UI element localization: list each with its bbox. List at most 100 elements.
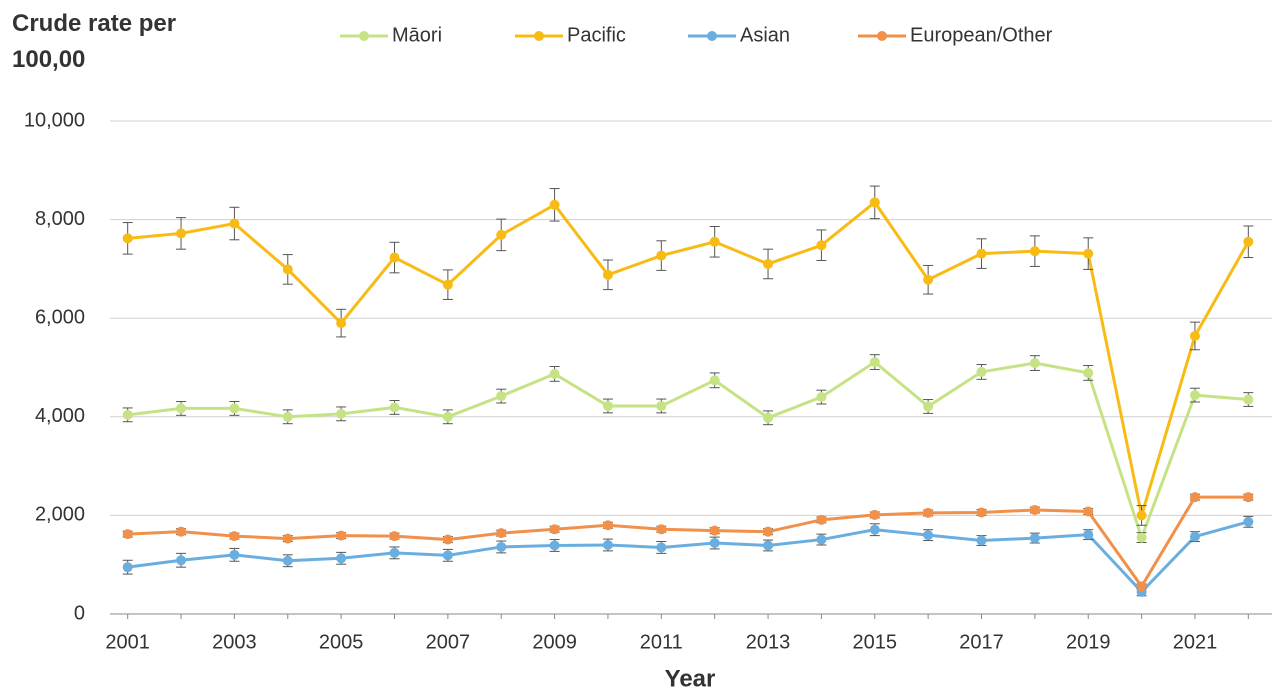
legend-label: Asian [740,24,790,46]
point [923,530,934,541]
point [869,357,880,368]
point [229,218,240,229]
point [763,258,774,269]
point [1243,394,1254,405]
point [496,229,507,240]
y-tick-label: 10,000 [24,109,85,131]
point [442,411,453,422]
legend-label: Māori [392,24,442,46]
series-line [127,360,1249,543]
point [816,534,827,545]
legend-label: Pacific [567,24,626,46]
point [176,555,187,566]
point [656,400,667,411]
point [709,375,720,386]
point [282,264,293,275]
point [1083,248,1094,259]
x-tick-label: 2001 [105,631,150,653]
point [336,408,347,419]
point [336,553,347,564]
legend-marker [534,31,544,41]
y-tick-label: 8,000 [35,208,85,230]
point [976,248,987,259]
point [549,540,560,551]
x-tick-label: 2013 [746,631,791,653]
point [602,400,613,411]
point [1029,504,1040,515]
x-tick-label: 2003 [212,631,257,653]
x-tick-label: 2017 [959,631,1004,653]
series-line [127,495,1249,590]
y-tick-label: 6,000 [35,306,85,328]
point [602,539,613,550]
point [1189,390,1200,401]
point [709,525,720,536]
point [122,562,133,573]
x-tick-label: 2019 [1066,631,1111,653]
point [763,412,774,423]
point [1243,492,1254,503]
point [1243,236,1254,247]
point [389,547,400,558]
point [1029,358,1040,369]
x-tick-label: 2009 [532,631,577,653]
x-axis-label: Year [665,665,716,692]
point [816,240,827,251]
point [1243,516,1254,527]
point [1189,330,1200,341]
legend-marker [877,31,887,41]
point [389,252,400,263]
point [496,528,507,539]
point [549,524,560,535]
point [869,524,880,535]
y-tick-label: 2,000 [35,504,85,526]
point [336,318,347,329]
series-line [127,200,1250,516]
chart-title: Crude rate per 100,00 [12,10,177,73]
point [122,409,133,420]
y-tick-label: 4,000 [35,405,85,427]
point [549,368,560,379]
x-tick-label: 2011 [640,631,683,653]
series-line [127,520,1249,594]
point [442,279,453,290]
point [282,411,293,422]
point [709,236,720,247]
point [282,533,293,544]
legend-marker [359,31,369,41]
point [282,555,293,566]
point [1136,532,1147,543]
point [496,391,507,402]
point [122,233,133,244]
point [389,531,400,542]
x-tick-label: 2005 [319,631,364,653]
point [923,274,934,285]
point [176,403,187,414]
point [229,549,240,560]
point [176,228,187,239]
point [816,514,827,525]
point [602,269,613,280]
legend-label: European/Other [910,24,1053,46]
point [976,366,987,377]
point [709,538,720,549]
point [763,526,774,537]
point [763,540,774,551]
point [122,529,133,540]
point [1136,510,1147,521]
point [1189,531,1200,542]
x-tick-label: 2007 [426,631,471,653]
point [442,550,453,561]
point [1029,533,1040,544]
point [176,526,187,537]
point [869,509,880,520]
point [869,197,880,208]
point [1083,367,1094,378]
legend-marker [707,31,717,41]
point [976,535,987,546]
x-tick-label: 2021 [1173,631,1218,653]
point [389,402,400,413]
point [656,524,667,535]
